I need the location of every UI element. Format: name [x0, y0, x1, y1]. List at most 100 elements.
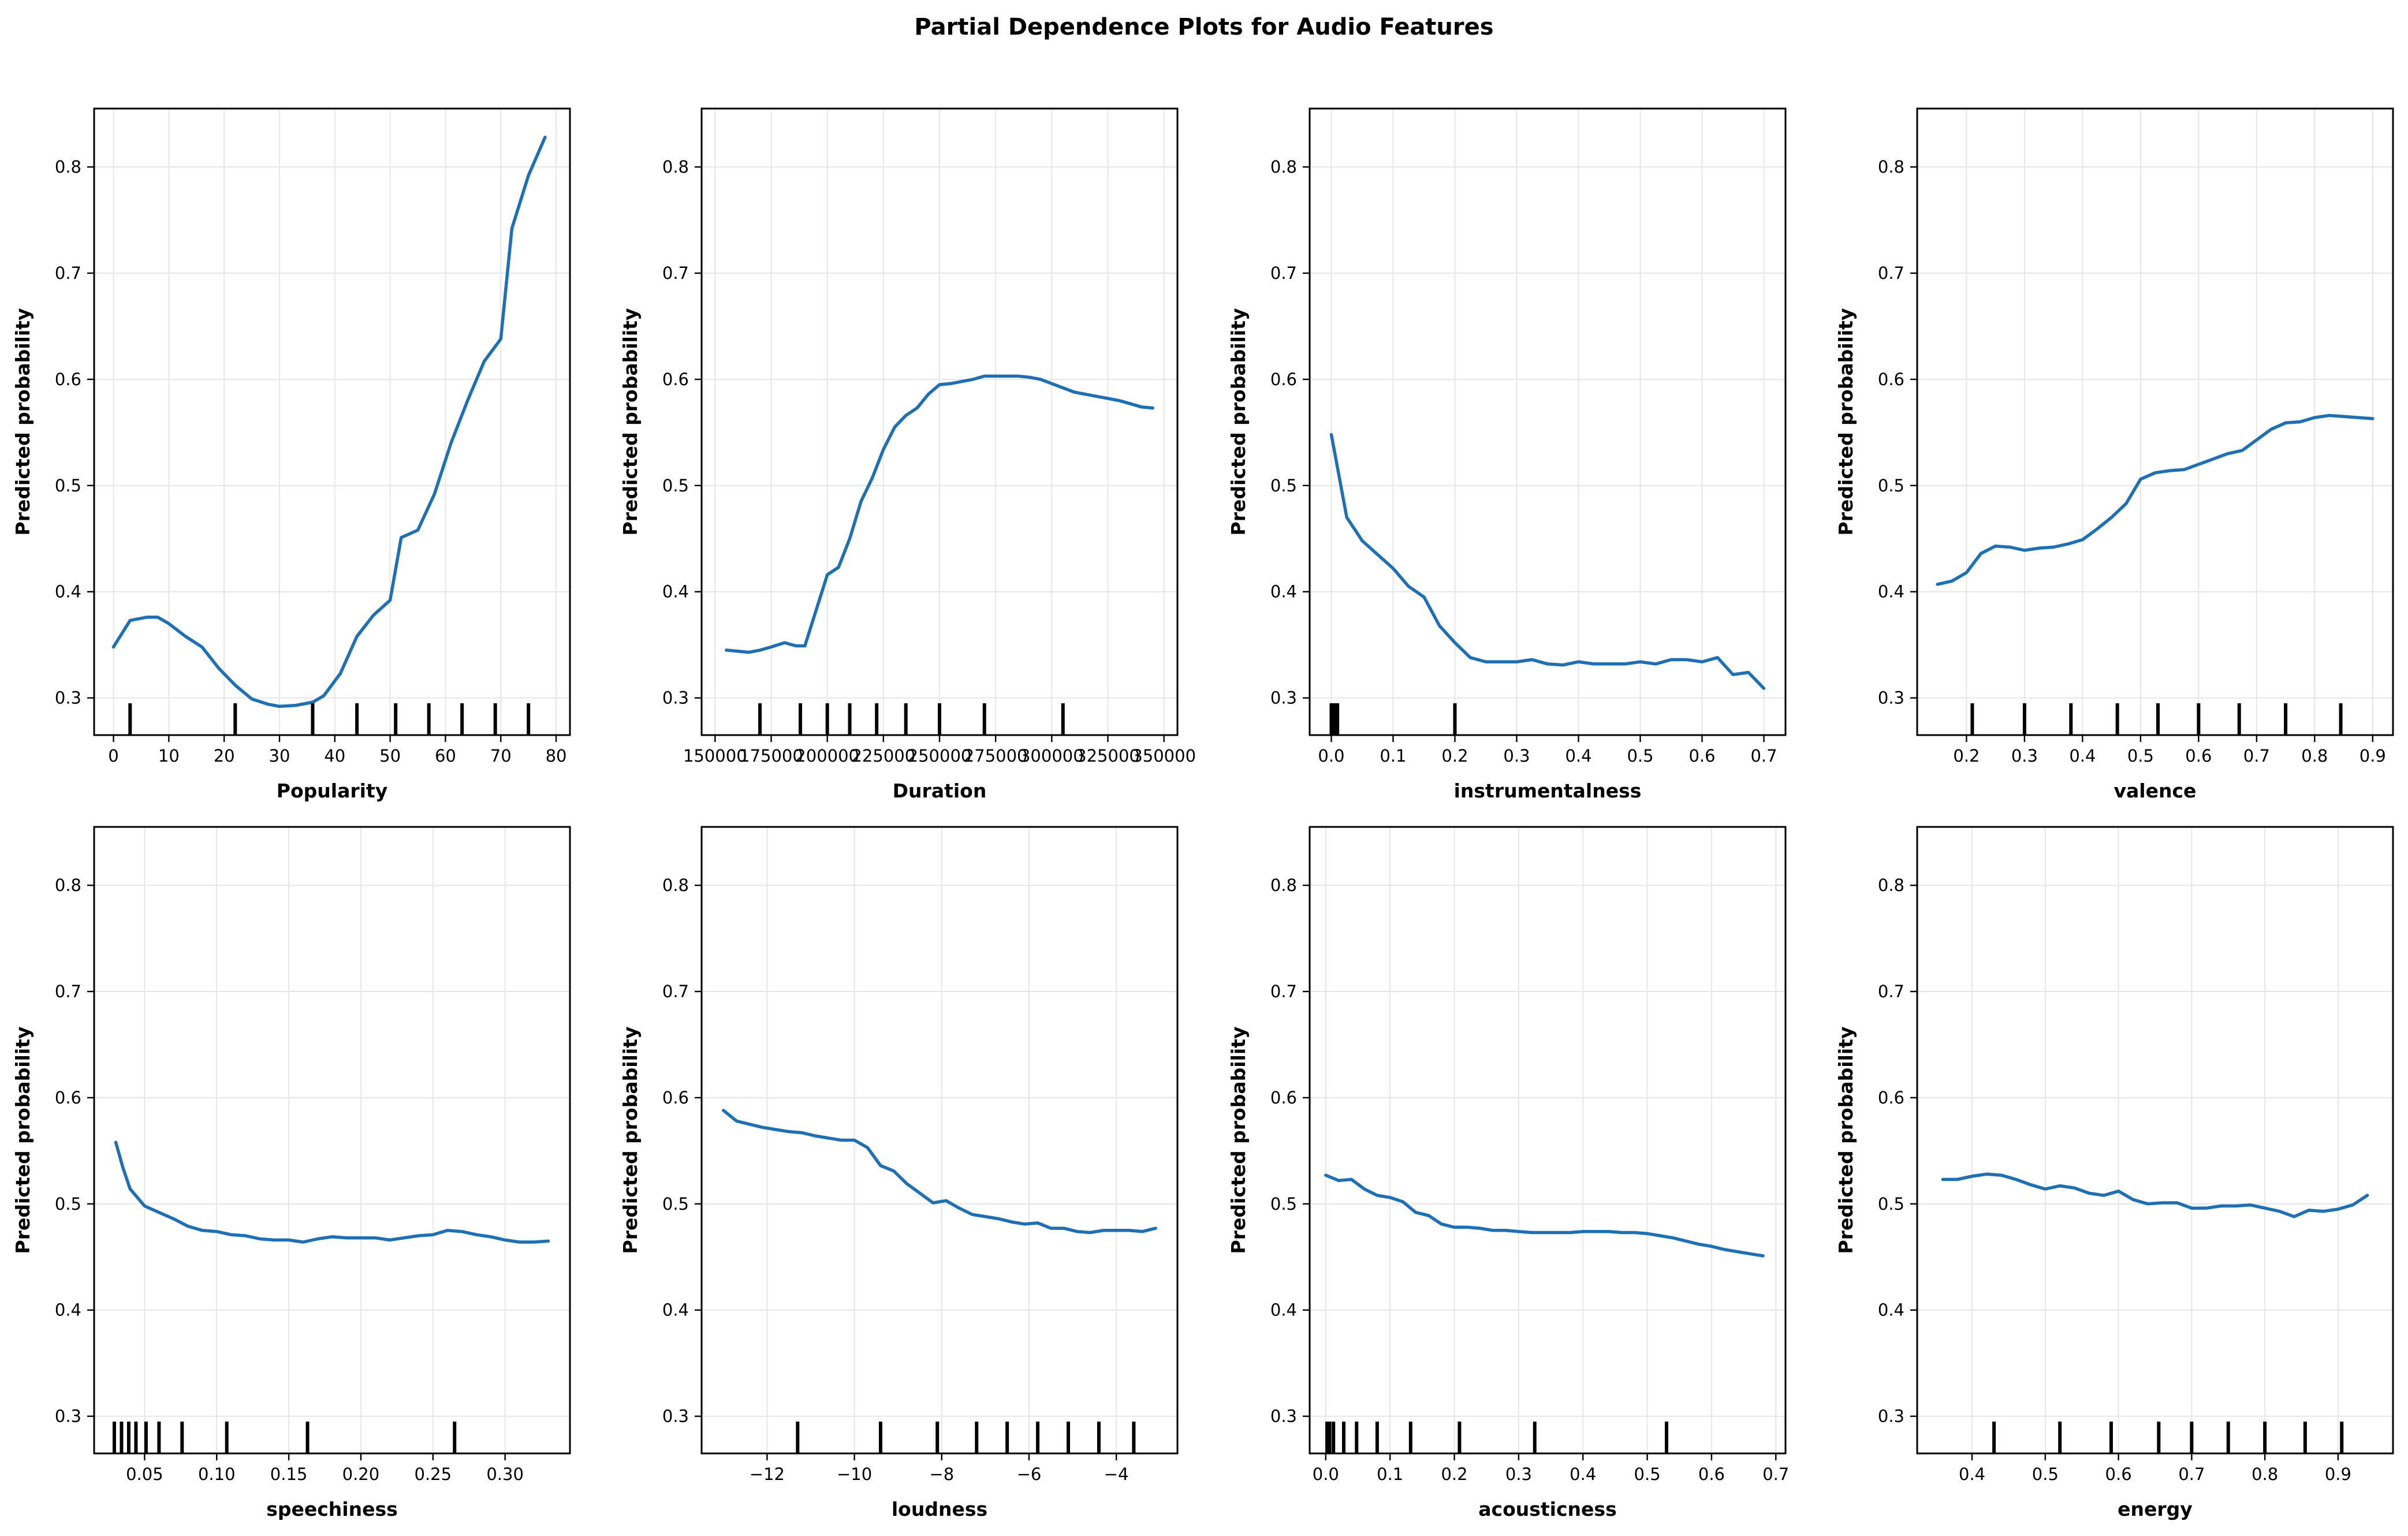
- x-tick-label: 0.4: [2069, 746, 2096, 766]
- pdp-panel-8: 0.4 0.5 0.6 0.7 0.8 0.9 0.3 0.4 0.5 0.6 0.7 0.8 ener…: [1835, 826, 2394, 1520]
- y-axis-label: Predicted probability: [1227, 1027, 1250, 1254]
- x-tick-label: 0.5: [1627, 746, 1653, 766]
- x-tick-label: 0.8: [2252, 1464, 2278, 1484]
- x-axis-label: instrumentalness: [1454, 780, 1642, 802]
- x-tick-label: 0.25: [414, 1464, 452, 1484]
- pdp-panel-1: 0 10 20 30 40 50 60 70 80 0.3 0.4 0.5 0.6 0.7 0.8 Popul…: [12, 107, 571, 802]
- y-tick-label: 0.7: [55, 982, 81, 1001]
- y-tick-label: 0.4: [55, 582, 81, 602]
- x-tick-label: 350000: [1132, 746, 1196, 766]
- x-tick-label: 0.9: [2359, 746, 2386, 766]
- pdp-panel-2: 1500001750002000002250002500002750003000…: [619, 107, 1196, 802]
- x-tick-label: 30: [269, 746, 290, 766]
- axes-frame: [93, 107, 571, 736]
- y-tick-label: 0.5: [1270, 476, 1297, 495]
- y-tick-label: 0.8: [55, 875, 81, 895]
- y-tick-label: 0.5: [1878, 476, 1904, 495]
- x-tick-label: 20: [214, 746, 235, 766]
- x-tick-label: 0: [108, 746, 118, 766]
- x-tick-label: 0.3: [2011, 746, 2038, 766]
- y-tick-label: 0.5: [55, 1194, 81, 1214]
- y-tick-label: 0.8: [662, 157, 689, 177]
- y-axis-label: Predicted probability: [1835, 1027, 1857, 1254]
- partial-dependence-line: [114, 1140, 550, 1244]
- y-axis-label: Predicted probability: [619, 1027, 642, 1254]
- y-tick-label: 0.6: [1878, 370, 1904, 389]
- partial-dependence-line: [1941, 1172, 2369, 1218]
- y-tick-label: 0.8: [1270, 875, 1297, 895]
- y-tick-label: 0.4: [662, 582, 689, 602]
- x-tick-label: −8: [929, 1464, 954, 1484]
- x-tick-label: 175000: [739, 746, 803, 766]
- figure-title: Partial Dependence Plots for Audio Featu…: [914, 14, 1493, 40]
- y-tick-label: 0.6: [1270, 370, 1297, 389]
- y-tick-label: 0.3: [662, 688, 689, 708]
- x-tick-label: 0.2: [1441, 1464, 1467, 1484]
- pdp-panel-6: −12 −10 −8 −6 −4 0.3 0.4 0.5 0.6 0.7 0.8 loudness Pr…: [619, 826, 1179, 1520]
- x-tick-label: −6: [1017, 1464, 1042, 1484]
- axes-frame: [1309, 826, 1787, 1455]
- y-axis-label: Predicted probability: [12, 1027, 34, 1254]
- x-tick-label: 0.6: [2185, 746, 2212, 766]
- x-tick-label: −12: [750, 1464, 785, 1484]
- x-tick-label: 325000: [1076, 746, 1140, 766]
- pdp-panel-5: 0.05 0.10 0.15 0.20 0.25 0.30 0.3 0.4 0.5 0.6 0.7 0…: [12, 826, 571, 1520]
- y-axis-label: Predicted probability: [12, 308, 34, 536]
- y-axis-label: Predicted probability: [1835, 308, 1857, 536]
- pdp-panel-4: 0.2 0.3 0.4 0.5 0.6 0.7 0.8 0.9 0.3 0.4 0.5 0.6 0.7 0…: [1835, 107, 2394, 802]
- x-axis-label: Duration: [893, 780, 987, 802]
- x-tick-label: 150000: [683, 746, 747, 766]
- x-tick-label: 0.6: [1698, 1464, 1725, 1484]
- y-tick-label: 0.3: [1270, 1407, 1297, 1426]
- x-tick-label: 70: [490, 746, 512, 766]
- pdp-panel-7: 0.0 0.1 0.2 0.3 0.4 0.5 0.6 0.7 0.3 0.4 0.5 0.6 0.7 0…: [1227, 826, 1789, 1520]
- y-tick-label: 0.7: [1878, 982, 1904, 1001]
- y-tick-label: 0.8: [1878, 875, 1904, 895]
- x-tick-label: 0.7: [2178, 1464, 2205, 1484]
- x-axis-label: loudness: [892, 1498, 987, 1520]
- y-tick-label: 0.3: [1878, 688, 1904, 708]
- x-tick-label: 0.6: [2105, 1464, 2132, 1484]
- y-tick-label: 0.6: [662, 1088, 689, 1108]
- subplot-grid: 0 10 20 30 40 50 60 70 80 0.3 0.4 0.5 0.6 0.7 0.8 Popul…: [12, 107, 2394, 1520]
- x-tick-label: 0.0: [1313, 1464, 1339, 1484]
- x-axis-label: acousticness: [1478, 1498, 1616, 1520]
- axes-frame: [1916, 107, 2394, 736]
- x-tick-label: 0.3: [1503, 746, 1530, 766]
- x-axis-label: speechiness: [266, 1498, 398, 1520]
- x-tick-label: 80: [546, 746, 567, 766]
- partial-dependence-line: [1329, 433, 1766, 690]
- x-tick-label: 0.30: [486, 1464, 524, 1484]
- y-tick-label: 0.3: [662, 1407, 689, 1426]
- x-tick-label: −10: [837, 1464, 872, 1484]
- partial-dependence-line: [725, 374, 1154, 654]
- axes-frame: [700, 826, 1179, 1455]
- axes-frame: [93, 826, 571, 1455]
- y-tick-label: 0.7: [55, 263, 81, 283]
- x-tick-label: 0.2: [1441, 746, 1468, 766]
- axes-frame: [1916, 826, 2394, 1455]
- y-tick-label: 0.7: [1270, 263, 1297, 283]
- y-tick-label: 0.8: [1878, 157, 1904, 177]
- x-tick-label: 200000: [795, 746, 859, 766]
- y-tick-label: 0.7: [662, 982, 689, 1001]
- y-tick-label: 0.5: [55, 476, 81, 495]
- y-tick-label: 0.4: [55, 1300, 81, 1320]
- y-tick-label: 0.6: [662, 370, 689, 389]
- x-tick-label: 60: [435, 746, 456, 766]
- x-tick-label: 0.7: [1762, 1464, 1789, 1484]
- y-tick-label: 0.6: [1878, 1088, 1904, 1108]
- y-tick-label: 0.5: [662, 476, 689, 495]
- partial-dependence-line: [1936, 413, 2375, 586]
- y-tick-label: 0.4: [1270, 582, 1297, 602]
- y-tick-label: 0.5: [1878, 1194, 1904, 1214]
- y-tick-label: 0.5: [1270, 1194, 1297, 1214]
- y-tick-label: 0.3: [55, 688, 81, 708]
- x-tick-label: 40: [324, 746, 345, 766]
- x-tick-label: 0.6: [1688, 746, 1715, 766]
- x-tick-label: 0.5: [2127, 746, 2154, 766]
- x-axis-label: valence: [2114, 780, 2197, 802]
- partial-dependence-line: [722, 1109, 1157, 1235]
- y-tick-label: 0.3: [1878, 1407, 1904, 1426]
